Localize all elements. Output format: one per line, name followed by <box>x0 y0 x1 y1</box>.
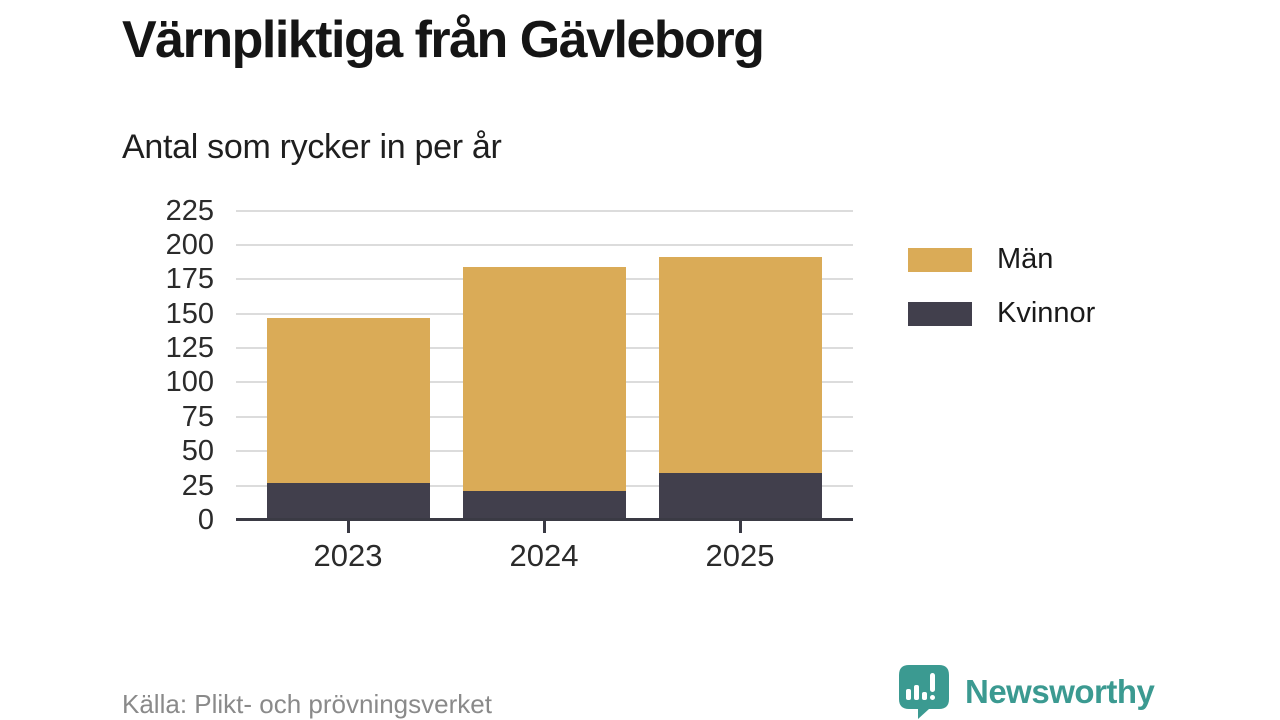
legend-swatch-man <box>908 247 972 272</box>
legend-swatch-kvinnor <box>908 301 972 326</box>
bar-segment-man-2025 <box>658 257 822 474</box>
y-axis-label-100: 100 <box>165 366 214 399</box>
legend-label-man: Män <box>997 243 1054 275</box>
bar-segment-man-2023 <box>266 317 430 483</box>
bar-segment-kvinnor-2023 <box>266 482 430 520</box>
newsworthy-logo-icon <box>899 665 949 719</box>
legend-item-kvinnor: Kvinnor <box>908 297 1095 330</box>
chart-legend: Män Kvinnor <box>908 243 1095 330</box>
newsworthy-logo[interactable]: Newsworthy <box>899 665 1155 719</box>
gridline-225 <box>236 209 853 212</box>
bar-segment-kvinnor-2025 <box>658 473 822 520</box>
x-axis-tick-2025 <box>738 520 742 533</box>
y-axis-label-25: 25 <box>181 469 214 502</box>
x-axis-tick-2024 <box>542 520 546 533</box>
y-axis-label-150: 150 <box>165 297 214 330</box>
y-axis-label-75: 75 <box>181 400 214 433</box>
gridline-200 <box>236 243 853 246</box>
y-axis-label-125: 125 <box>165 332 214 365</box>
bar-segment-kvinnor-2024 <box>462 491 626 520</box>
y-axis-label-200: 200 <box>165 228 214 261</box>
x-axis-label-2025: 2025 <box>705 538 775 573</box>
x-axis-label-2023: 2023 <box>313 538 383 573</box>
legend-item-man: Män <box>908 243 1095 276</box>
x-axis-line <box>236 517 853 521</box>
newsworthy-wordmark: Newsworthy <box>965 673 1155 710</box>
bar-segment-man-2024 <box>462 266 626 492</box>
chart-title: Värnpliktiga från Gävleborg <box>122 11 765 69</box>
y-axis-label-0: 0 <box>197 504 214 536</box>
x-axis-label-2024: 2024 <box>509 538 579 573</box>
y-axis-label-225: 225 <box>165 194 214 227</box>
chart-subtitle: Antal som rycker in per år <box>122 128 502 166</box>
source-attribution: Källa: Plikt- och prövningsverket <box>122 689 492 719</box>
legend-label-kvinnor: Kvinnor <box>997 297 1096 329</box>
y-axis-label-50: 50 <box>181 435 214 468</box>
x-axis-tick-2023 <box>346 520 350 533</box>
y-axis-label-175: 175 <box>165 263 214 296</box>
